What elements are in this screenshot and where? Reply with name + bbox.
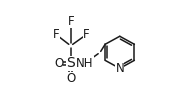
Text: F: F (53, 28, 60, 41)
Text: O: O (54, 57, 63, 70)
Text: F: F (67, 15, 74, 28)
Text: N: N (115, 62, 124, 75)
Text: F: F (83, 28, 89, 41)
Text: NH: NH (76, 57, 94, 70)
Text: O: O (66, 72, 75, 85)
Text: S: S (66, 56, 75, 70)
